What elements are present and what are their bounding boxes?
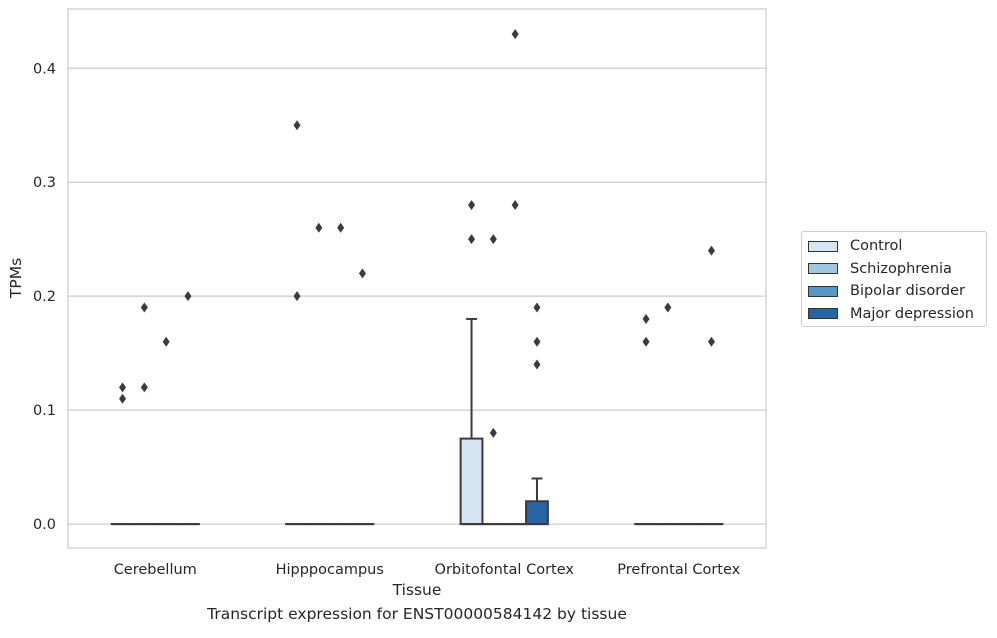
outlier-point (533, 360, 540, 370)
x-tick-label: Cerebellum (114, 562, 197, 578)
y-tick-label: 0.1 (33, 403, 56, 419)
x-tick-label: Orbitofontal Cortex (435, 562, 575, 578)
outlier-point (163, 337, 170, 347)
legend-label-bipolar-disorder: Bipolar disorder (850, 283, 965, 299)
outlier-point (490, 428, 497, 438)
outlier-point (533, 303, 540, 313)
x-tick-labels: Cerebellum Hipppocampus Orbitofontal Corte… (114, 562, 741, 578)
x-axis-label: Tissue (392, 581, 442, 599)
legend-swatch-bipolar-disorder (808, 286, 838, 297)
outlier-points (119, 29, 715, 438)
box-body (461, 439, 483, 524)
x-tick-label: Hipppocampus (276, 562, 384, 578)
outlier-point (337, 223, 344, 233)
outlier-point (468, 200, 475, 210)
outlier-point (294, 120, 301, 130)
outlier-point (184, 291, 191, 301)
outlier-point (708, 246, 715, 256)
y-tick-labels: 0.0 0.1 0.2 0.3 0.4 (33, 61, 56, 533)
y-tick-label: 0.2 (33, 289, 56, 305)
box-orbitofontal-cortex-major-depression (526, 478, 548, 524)
gridlines (68, 68, 766, 524)
legend-item-bipolar-disorder: Bipolar disorder (808, 280, 986, 303)
outlier-point (468, 234, 475, 244)
boxes (112, 319, 723, 524)
y-axis-label: TPMs (7, 258, 25, 299)
box-orbitofontal-cortex-control (461, 319, 483, 524)
y-tick-label: 0.0 (33, 517, 56, 533)
outlier-point (141, 382, 148, 392)
outlier-point (315, 223, 322, 233)
legend-label-schizophrenia: Schizophrenia (850, 261, 952, 277)
legend: Control Schizophrenia Bipolar disorder M… (801, 231, 987, 327)
outlier-point (708, 337, 715, 347)
outlier-point (533, 337, 540, 347)
y-tick-label: 0.3 (33, 175, 56, 191)
outlier-point (119, 382, 126, 392)
chart-caption: Transcript expression for ENST0000058414… (0, 605, 834, 623)
legend-label-control: Control (850, 238, 902, 254)
legend-item-major-depression: Major depression (808, 303, 986, 326)
legend-swatch-control (808, 241, 838, 252)
outlier-point (141, 303, 148, 313)
legend-label-major-depression: Major depression (850, 306, 974, 322)
box-body (526, 501, 548, 524)
outlier-point (490, 234, 497, 244)
outlier-point (512, 29, 519, 39)
outlier-point (643, 314, 650, 324)
legend-swatch-schizophrenia (808, 263, 838, 274)
outlier-point (359, 268, 366, 278)
legend-item-schizophrenia: Schizophrenia (808, 258, 986, 281)
outlier-point (294, 291, 301, 301)
outlier-point (512, 200, 519, 210)
outlier-point (643, 337, 650, 347)
y-tick-label: 0.4 (33, 61, 56, 77)
outlier-point (119, 394, 126, 404)
plot-frame (68, 9, 766, 548)
legend-item-control: Control (808, 235, 986, 258)
x-tick-label: Prefrontal Cortex (617, 562, 740, 578)
outlier-point (664, 303, 671, 313)
legend-swatch-major-depression (808, 308, 838, 319)
